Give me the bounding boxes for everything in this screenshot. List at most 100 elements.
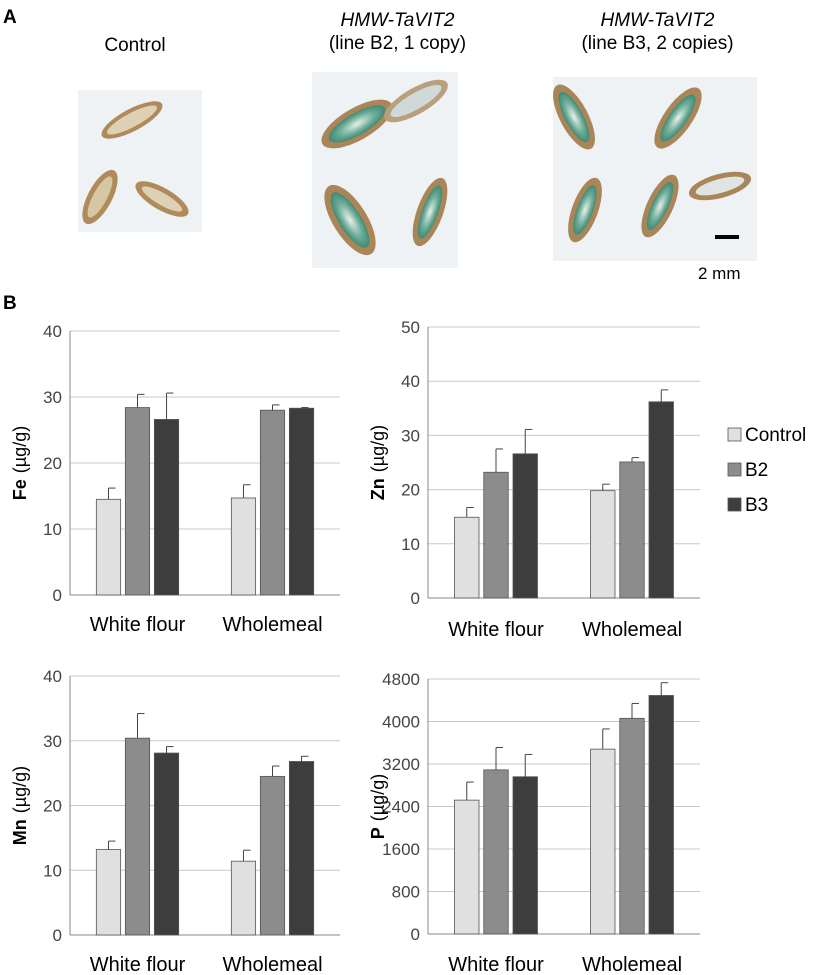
x-category-label: White flour: [448, 619, 544, 641]
y-axis-label-element: P: [368, 827, 388, 839]
grain-control-2: [82, 169, 118, 225]
bar-b3: [153, 752, 180, 936]
bar-control: [590, 748, 616, 935]
legend-label-b3: B3: [745, 495, 768, 516]
scale-bar: [715, 235, 739, 239]
caption-b3-line1: HMW-TaVIT2: [600, 10, 715, 31]
caption-control-line1: Control: [104, 35, 166, 56]
bar-b3: [648, 401, 674, 599]
grain-control-3: [135, 181, 189, 217]
y-tick-label: 40: [43, 322, 62, 341]
caption-b2: HMW-TaVIT2 (line B2, 1 copy): [290, 9, 505, 55]
grain-b2-3: [324, 184, 376, 256]
caption-b3: HMW-TaVIT2 (line B3, 2 copies): [545, 9, 770, 55]
bar-b2: [483, 769, 509, 935]
legend-label-b2: B2: [745, 460, 768, 481]
bar-control: [230, 860, 257, 936]
bar-control: [230, 497, 257, 596]
scale-bar-label: 2 mm: [698, 264, 741, 283]
y-tick-label: 0: [411, 589, 420, 608]
bar-b3: [288, 407, 315, 596]
caption-b2-line2: (line B2, 1 copy): [328, 33, 467, 54]
panel-b-letter: B: [3, 293, 17, 314]
bar-b3: [512, 776, 538, 935]
bar-b2: [483, 471, 509, 599]
y-tick-label: 40: [401, 372, 420, 391]
legend-swatch-b2: [727, 462, 742, 477]
y-tick-label: 0: [53, 926, 62, 945]
y-axis-label-unit: (µg/g): [368, 425, 388, 472]
y-tick-label: 30: [401, 426, 420, 445]
panel-a-letter: A: [3, 7, 17, 28]
grain-b2-4: [412, 177, 448, 247]
caption-b2-line1: HMW-TaVIT2: [340, 10, 455, 31]
grain-b2-1: [321, 99, 393, 149]
y-axis-label-unit: (µg/g): [10, 766, 30, 813]
bar-control: [590, 490, 616, 599]
y-tick-label: 40: [43, 667, 62, 686]
caption-control: Control: [60, 34, 210, 57]
grain-control-1: [101, 101, 163, 139]
legend-swatch-control: [727, 427, 742, 442]
bar-b2: [124, 407, 151, 596]
y-tick-label: 10: [401, 535, 420, 554]
grain-b3-3: [568, 177, 602, 243]
grain-b3-1: [553, 84, 595, 150]
y-axis-label: Mn (µg/g): [10, 766, 30, 845]
y-tick-label: 20: [43, 454, 62, 473]
y-axis-label: P (µg/g): [368, 774, 388, 839]
y-axis-label: Zn (µg/g): [368, 425, 388, 500]
legend: Control B2 B3: [727, 425, 806, 516]
y-tick-label: 10: [43, 861, 62, 880]
grain-b3-5: [688, 171, 752, 201]
x-category-label: Wholemeal: [582, 619, 682, 641]
bar-b2: [259, 775, 286, 936]
y-tick-label: 0: [411, 925, 420, 944]
grain-b2-2: [384, 79, 448, 123]
chart-fe: 0 10 20 30 40 Fe (µg/g) White flour Wholemeal: [10, 322, 340, 636]
y-axis-label-element: Mn: [10, 819, 30, 845]
bar-b3: [512, 453, 538, 599]
legend-label-control: Control: [745, 425, 806, 446]
grain-b3-4: [641, 174, 679, 238]
legend-swatch-b3: [727, 497, 742, 512]
chart-p: 0 800 1600 2400 3200 4000 4800 P (µg/g) White flo…: [368, 670, 700, 975]
y-axis-label-unit: (µg/g): [10, 426, 30, 473]
x-category-label: White flour: [90, 614, 186, 636]
chart-mn: 0 10 20 30 40 Mn (µg/g) White flour Wholemeal: [10, 667, 340, 975]
caption-b3-line2: (line B3, 2 copies): [581, 33, 734, 54]
grain-b3-2: [654, 87, 702, 149]
bar-b2: [619, 717, 645, 935]
bar-control: [95, 849, 122, 936]
y-tick-label: 3200: [382, 755, 420, 774]
y-tick-label: 4000: [382, 713, 420, 732]
bar-b3: [288, 761, 315, 936]
grain-photos: [78, 72, 757, 268]
x-category-label: White flour: [90, 954, 186, 975]
x-category-label: Wholemeal: [222, 614, 322, 636]
y-tick-label: 30: [43, 732, 62, 751]
y-tick-label: 4800: [382, 670, 420, 689]
x-category-label: Wholemeal: [222, 954, 322, 975]
bar-control: [95, 498, 122, 596]
bar-control: [454, 799, 480, 935]
y-tick-label: 800: [392, 883, 420, 902]
y-tick-label: 0: [53, 586, 62, 605]
bar-b2: [124, 737, 151, 936]
x-category-label: White flour: [448, 954, 544, 975]
y-tick-label: 50: [401, 318, 420, 337]
y-tick-label: 30: [43, 388, 62, 407]
y-axis-label-unit: (µg/g): [368, 774, 388, 821]
y-tick-label: 10: [43, 520, 62, 539]
x-category-label: Wholemeal: [582, 954, 682, 975]
y-axis-label-element: Zn: [368, 478, 388, 500]
y-tick-label: 2400: [382, 798, 420, 817]
y-tick-label: 1600: [382, 840, 420, 859]
bar-b3: [153, 419, 180, 596]
y-tick-label: 20: [401, 481, 420, 500]
y-axis-label-element: Fe: [10, 479, 30, 500]
bar-control: [454, 516, 480, 599]
bar-b3: [648, 695, 674, 935]
bar-b2: [259, 409, 286, 596]
bar-b2: [619, 461, 645, 599]
